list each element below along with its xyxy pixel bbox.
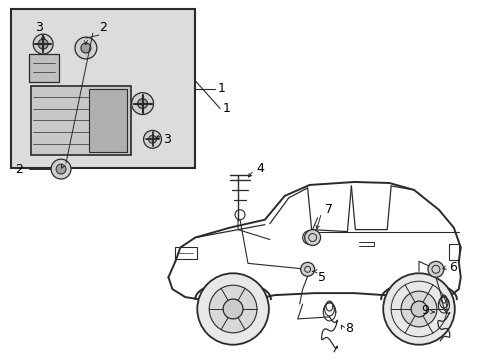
Circle shape <box>56 164 66 174</box>
Text: 2: 2 <box>99 21 106 34</box>
Circle shape <box>400 291 436 327</box>
Circle shape <box>75 37 97 59</box>
Text: 8: 8 <box>345 322 353 336</box>
Bar <box>448 244 458 260</box>
Text: 6: 6 <box>448 261 456 274</box>
Circle shape <box>51 159 71 179</box>
Circle shape <box>33 34 53 54</box>
Text: 3: 3 <box>163 133 171 146</box>
Text: 7: 7 <box>324 203 332 216</box>
Circle shape <box>304 230 320 246</box>
Bar <box>29 54 59 82</box>
Circle shape <box>81 43 91 53</box>
Circle shape <box>137 99 147 109</box>
Bar <box>175 247 197 260</box>
Circle shape <box>148 135 156 143</box>
Circle shape <box>209 285 256 333</box>
Circle shape <box>410 301 426 317</box>
Circle shape <box>302 231 316 244</box>
Text: 4: 4 <box>255 162 263 175</box>
Circle shape <box>143 130 161 148</box>
Bar <box>11 9 195 168</box>
Text: 9: 9 <box>420 305 428 318</box>
Circle shape <box>300 262 314 276</box>
Text: 1: 1 <box>218 82 225 95</box>
Circle shape <box>38 39 48 49</box>
Bar <box>31 86 130 155</box>
Text: 5: 5 <box>317 271 325 284</box>
Circle shape <box>131 93 153 114</box>
Circle shape <box>197 273 268 345</box>
Text: 2: 2 <box>15 163 23 176</box>
Circle shape <box>383 273 454 345</box>
Bar <box>89 89 126 152</box>
Text: 1: 1 <box>223 102 230 115</box>
Text: 3: 3 <box>35 21 43 34</box>
Circle shape <box>223 299 243 319</box>
Circle shape <box>427 261 443 277</box>
